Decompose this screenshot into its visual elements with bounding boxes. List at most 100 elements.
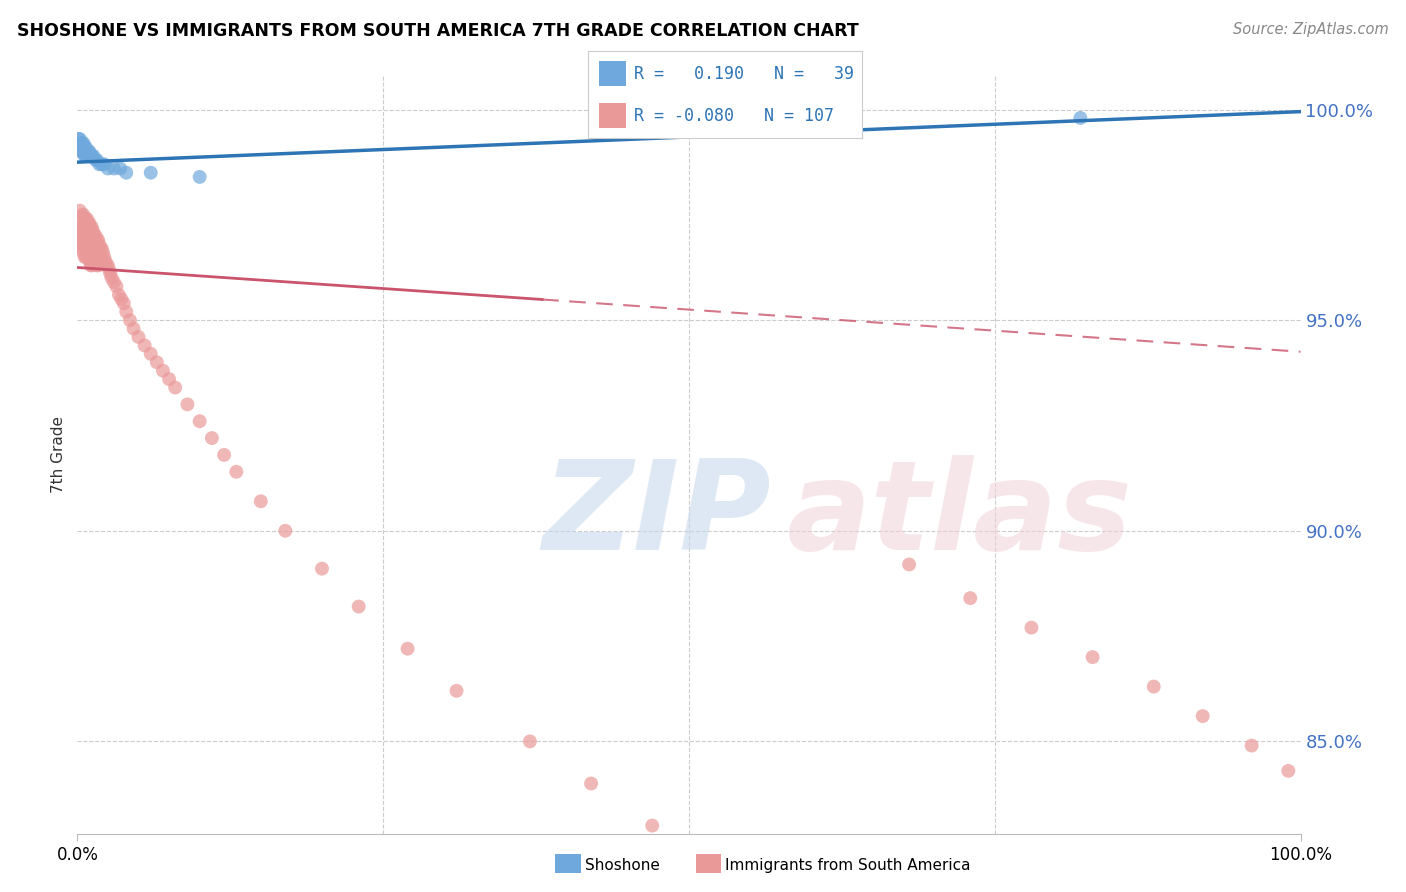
Point bbox=[76, 225, 98, 239]
Point bbox=[91, 245, 114, 260]
Point bbox=[75, 250, 97, 264]
Point bbox=[201, 431, 224, 445]
Point bbox=[75, 212, 97, 227]
Text: atlas: atlas bbox=[787, 455, 1133, 576]
Point bbox=[73, 225, 96, 239]
Point bbox=[79, 149, 101, 163]
Text: Shoshone: Shoshone bbox=[585, 858, 659, 872]
Point bbox=[72, 208, 94, 222]
Point bbox=[90, 157, 112, 171]
Point bbox=[67, 220, 90, 235]
Point bbox=[898, 558, 921, 572]
Point bbox=[80, 149, 103, 163]
Point bbox=[70, 140, 93, 154]
Point bbox=[82, 225, 104, 239]
Point bbox=[72, 145, 94, 159]
Point bbox=[69, 225, 91, 239]
Point bbox=[94, 254, 117, 268]
Point bbox=[75, 237, 97, 252]
Point bbox=[70, 216, 93, 230]
Point bbox=[396, 641, 419, 656]
Point bbox=[1191, 709, 1213, 723]
Point bbox=[98, 267, 121, 281]
Point bbox=[79, 216, 101, 230]
Point bbox=[82, 250, 104, 264]
Point bbox=[165, 380, 187, 394]
Point bbox=[72, 245, 94, 260]
Point bbox=[93, 250, 115, 264]
Point bbox=[73, 237, 96, 252]
Point bbox=[1069, 111, 1091, 125]
Point bbox=[250, 494, 273, 508]
Point bbox=[73, 212, 96, 227]
Point bbox=[80, 258, 103, 272]
Point bbox=[80, 233, 103, 247]
Point bbox=[80, 233, 103, 247]
Point bbox=[72, 136, 94, 151]
Point bbox=[146, 355, 169, 369]
Point bbox=[112, 296, 135, 310]
Point bbox=[90, 242, 112, 256]
Point bbox=[84, 153, 107, 167]
Point bbox=[77, 228, 100, 243]
Point bbox=[89, 237, 111, 252]
Point bbox=[1021, 621, 1043, 635]
Point bbox=[72, 220, 94, 235]
Point bbox=[579, 776, 602, 790]
Point bbox=[76, 149, 98, 163]
Point bbox=[108, 288, 131, 302]
Point bbox=[84, 228, 107, 243]
Point bbox=[108, 161, 131, 176]
Point bbox=[79, 254, 101, 268]
Point bbox=[347, 599, 370, 614]
Point bbox=[90, 254, 112, 268]
Point bbox=[446, 683, 468, 698]
Point bbox=[98, 262, 121, 277]
Bar bbox=[599, 62, 626, 86]
Point bbox=[86, 245, 108, 260]
Point bbox=[86, 233, 108, 247]
Point bbox=[702, 861, 724, 875]
Point bbox=[69, 140, 91, 154]
Point bbox=[79, 228, 101, 243]
Point bbox=[87, 245, 110, 260]
Point bbox=[73, 145, 96, 159]
Point bbox=[73, 149, 96, 163]
Point bbox=[87, 233, 110, 247]
Y-axis label: 7th Grade: 7th Grade bbox=[51, 417, 66, 493]
Text: R = -0.080   N = 107: R = -0.080 N = 107 bbox=[634, 106, 834, 125]
Point bbox=[1277, 764, 1299, 778]
Point bbox=[83, 254, 105, 268]
Text: Immigrants from South America: Immigrants from South America bbox=[725, 858, 972, 872]
Point bbox=[70, 136, 93, 151]
Point bbox=[80, 220, 103, 235]
Point bbox=[76, 145, 98, 159]
Point bbox=[77, 216, 100, 230]
Point bbox=[959, 591, 981, 606]
Text: SHOSHONE VS IMMIGRANTS FROM SOUTH AMERICA 7TH GRADE CORRELATION CHART: SHOSHONE VS IMMIGRANTS FROM SOUTH AMERIC… bbox=[17, 22, 859, 40]
Point bbox=[1240, 739, 1263, 753]
Point bbox=[79, 145, 101, 159]
Point bbox=[72, 233, 94, 247]
Point bbox=[225, 465, 247, 479]
Point bbox=[80, 245, 103, 260]
Point bbox=[103, 275, 125, 289]
Point bbox=[118, 313, 141, 327]
Point bbox=[188, 169, 211, 184]
Point bbox=[70, 220, 93, 235]
Point bbox=[115, 166, 138, 180]
Point bbox=[80, 149, 103, 163]
Point bbox=[67, 237, 90, 252]
Bar bbox=[599, 103, 626, 128]
Point bbox=[67, 132, 90, 146]
Point bbox=[115, 304, 138, 318]
Point bbox=[70, 145, 93, 159]
Point bbox=[82, 237, 104, 252]
Point bbox=[83, 228, 105, 243]
Point bbox=[86, 258, 108, 272]
Point bbox=[75, 149, 97, 163]
Point bbox=[84, 242, 107, 256]
Point bbox=[73, 140, 96, 154]
Point bbox=[90, 242, 112, 256]
Point bbox=[519, 734, 541, 748]
